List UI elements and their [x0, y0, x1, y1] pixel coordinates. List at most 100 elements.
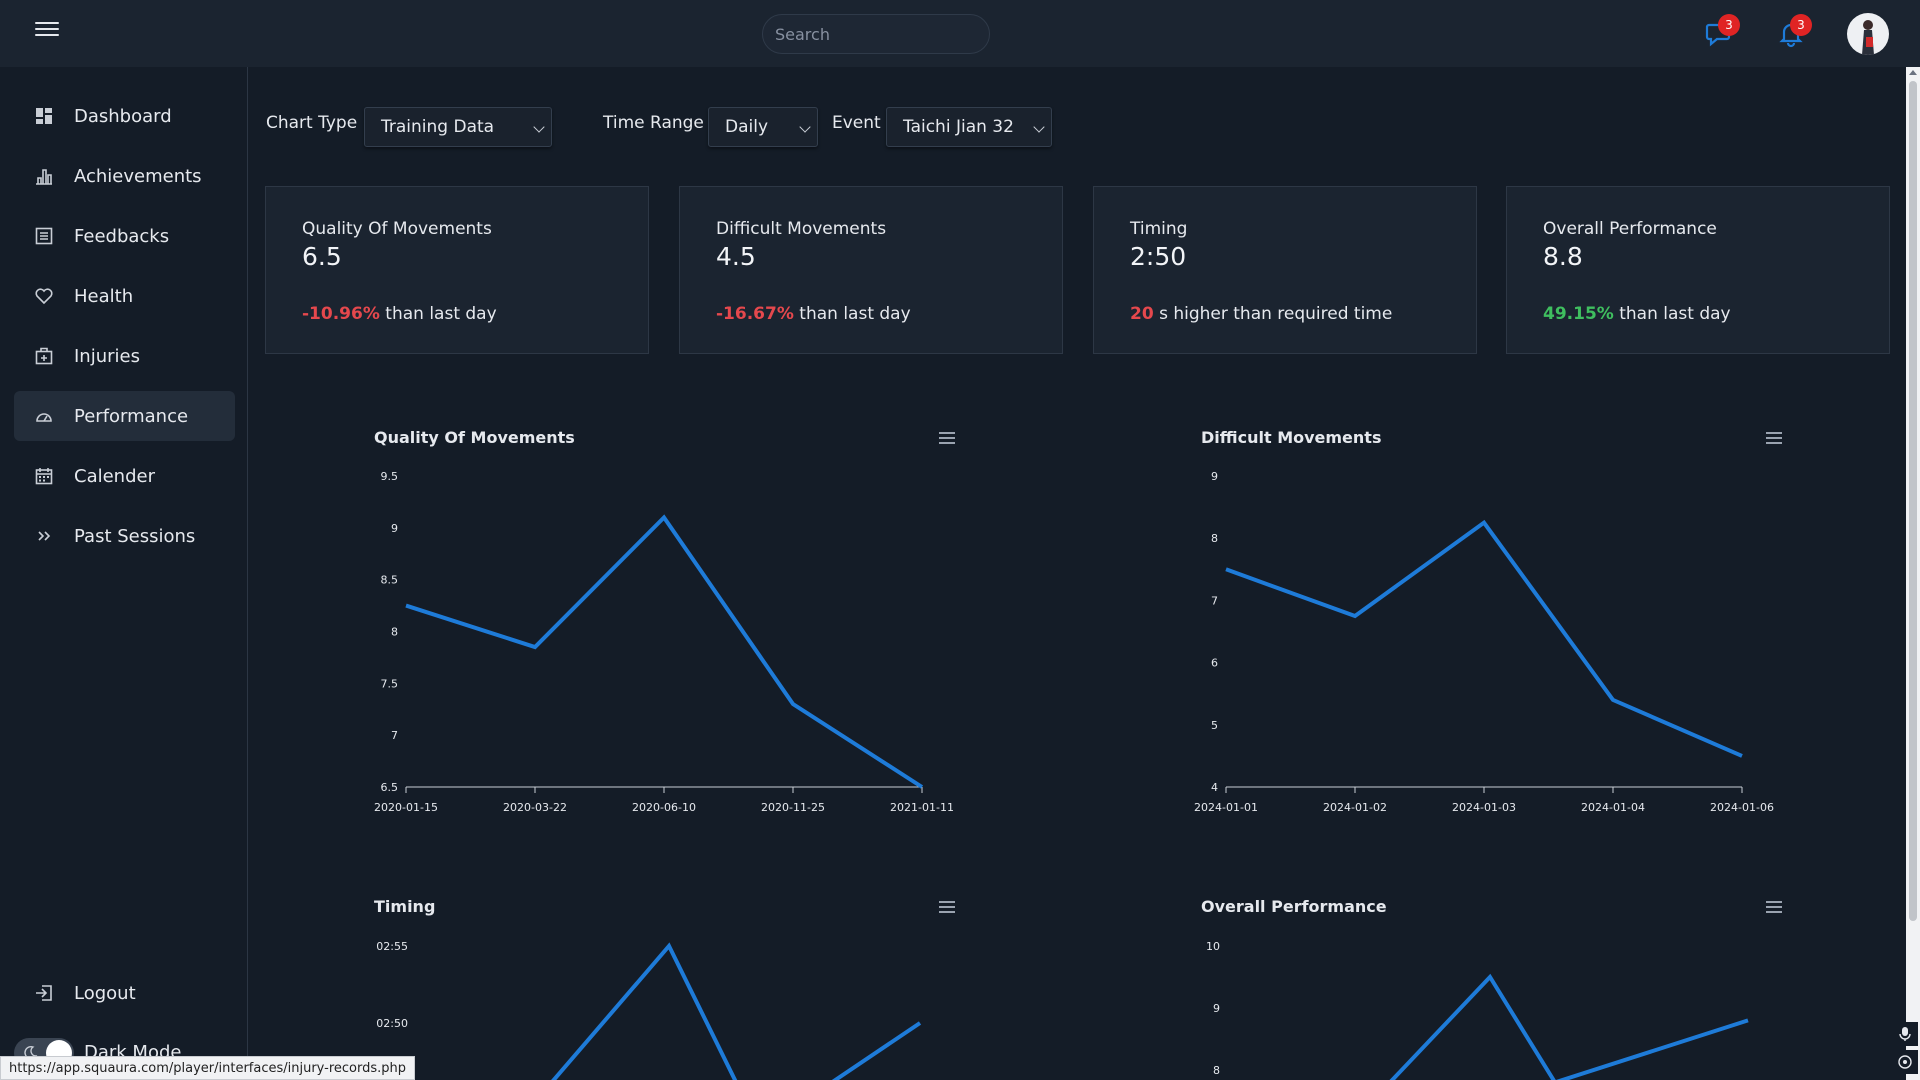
y-tick-label: 6 [1211, 657, 1218, 670]
stat-card-timing: Timing 2:50 20 s higher than required ti… [1093, 186, 1477, 354]
event-label: Event [832, 113, 881, 133]
page-scrollbar[interactable] [1906, 67, 1920, 1080]
chevron-down-icon [533, 121, 545, 133]
y-tick-label: 7.5 [381, 677, 399, 690]
x-tick-label: 2024-01-01 [1194, 801, 1258, 814]
chart-overall-performance: 10 9 8 [1206, 940, 1749, 1080]
assist-button[interactable] [1892, 1050, 1918, 1074]
card-title: Difficult Movements [716, 219, 887, 239]
chevron-down-icon [1033, 121, 1045, 133]
x-tick-label: 2020-11-25 [761, 801, 825, 814]
medkit-icon [34, 346, 54, 366]
sidebar: Dashboard Achievements Feedbacks Health … [0, 67, 248, 1080]
avatar[interactable] [1847, 13, 1889, 55]
sidebar-item-label: Injuries [74, 345, 140, 367]
card-change: 49.15% [1543, 304, 1614, 324]
sidebar-item-performance[interactable]: Performance [14, 391, 235, 441]
card-title: Timing [1130, 219, 1188, 239]
logout-icon [34, 983, 54, 1003]
sidebar-item-label: Performance [74, 405, 189, 427]
card-title: Overall Performance [1543, 219, 1717, 239]
sidebar-item-injuries[interactable]: Injuries [14, 331, 235, 381]
chevron-down-icon [799, 121, 811, 133]
stat-card-overall: Overall Performance 8.8 49.15% than last… [1506, 186, 1890, 354]
card-value: 4.5 [716, 242, 756, 271]
stat-card-difficult: Difficult Movements 4.5 -16.67% than las… [679, 186, 1063, 354]
series-line [1389, 973, 1749, 1080]
y-tick-label: 9.5 [381, 470, 399, 483]
top-bar: 3 3 [0, 0, 1920, 67]
card-note: 49.15% than last day [1543, 304, 1731, 324]
card-note-text: than last day [799, 304, 911, 324]
chevrons-right-icon [34, 526, 54, 546]
x-tick-label: 2024-01-04 [1581, 801, 1645, 814]
time-range-select[interactable]: Daily [708, 107, 818, 147]
card-change: -10.96% [302, 304, 380, 324]
card-title: Quality Of Movements [302, 219, 492, 239]
notifications-button[interactable]: 3 [1776, 14, 1812, 48]
sidebar-item-dashboard[interactable]: Dashboard [14, 91, 235, 141]
y-tick-label: 9 [391, 522, 398, 535]
microphone-icon [1899, 1027, 1911, 1041]
sidebar-item-label: Feedbacks [74, 225, 170, 247]
search-input[interactable] [762, 14, 990, 54]
target-icon [1898, 1055, 1912, 1069]
x-tick-label: 2020-06-10 [632, 801, 696, 814]
chart-type-select[interactable]: Training Data [364, 107, 552, 147]
sidebar-item-past-sessions[interactable]: Past Sessions [14, 511, 235, 561]
notifications-badge: 3 [1790, 14, 1812, 36]
calendar-icon [34, 466, 54, 486]
messages-button[interactable]: 3 [1704, 14, 1740, 48]
scroll-thumb[interactable] [1909, 81, 1917, 921]
chart-menu-icon[interactable] [1766, 432, 1782, 444]
sidebar-item-health[interactable]: Health [14, 271, 235, 321]
y-tick-label: 9 [1211, 470, 1218, 483]
chart-menu-icon[interactable] [939, 432, 955, 444]
menu-icon[interactable] [35, 18, 59, 40]
chart-type-label: Chart Type [266, 113, 358, 133]
x-tick-label: 2024-01-02 [1323, 801, 1387, 814]
logout-label: Logout [74, 982, 136, 1004]
x-tick-label: 2020-03-22 [503, 801, 567, 814]
user-avatar-icon [1862, 20, 1874, 55]
y-tick-label: 6.5 [381, 781, 399, 794]
card-value: 8.8 [1543, 242, 1583, 271]
y-tick-label: 02:55 [376, 940, 408, 953]
card-note: -16.67% than last day [716, 304, 911, 324]
logout-button[interactable]: Logout [14, 968, 235, 1018]
chart-title-overall: Overall Performance [1201, 897, 1387, 916]
y-tick-label: 02:50 [376, 1017, 408, 1030]
messages-badge: 3 [1718, 14, 1740, 36]
chart-menu-icon[interactable] [939, 901, 955, 913]
time-range-value: Daily [725, 117, 769, 137]
y-tick-label: 5 [1211, 719, 1218, 732]
event-select[interactable]: Taichi Jian 32 [886, 107, 1052, 147]
card-note-text: s higher than required time [1159, 304, 1393, 324]
sidebar-item-label: Calender [74, 465, 155, 487]
scroll-up-arrow-icon[interactable] [1909, 70, 1917, 75]
gauge-icon [34, 406, 54, 426]
y-tick-label: 10 [1206, 940, 1220, 953]
card-value: 2:50 [1130, 242, 1187, 271]
x-tick-label: 2024-01-03 [1452, 801, 1516, 814]
time-range-label: Time Range [603, 113, 704, 133]
sidebar-item-achievements[interactable]: Achievements [14, 151, 235, 201]
sidebar-item-label: Health [74, 285, 134, 307]
sidebar-item-label: Dashboard [74, 105, 172, 127]
chart-type-value: Training Data [381, 117, 495, 137]
card-note: -10.96% than last day [302, 304, 497, 324]
card-change: -16.67% [716, 304, 794, 324]
chart-menu-icon[interactable] [1766, 901, 1782, 913]
event-value: Taichi Jian 32 [903, 117, 1014, 137]
y-tick-label: 8 [1213, 1064, 1220, 1077]
sidebar-item-feedbacks[interactable]: Feedbacks [14, 211, 235, 261]
x-tick-label: 2020-01-15 [374, 801, 438, 814]
y-tick-label: 9 [1213, 1002, 1220, 1015]
card-note-text: than last day [1619, 304, 1731, 324]
sidebar-item-label: Past Sessions [74, 525, 196, 547]
microphone-button[interactable] [1892, 1022, 1918, 1046]
x-tick-label: 2024-01-06 [1710, 801, 1774, 814]
y-tick-label: 7 [391, 729, 398, 742]
chart-title-quality: Quality Of Movements [374, 428, 575, 447]
sidebar-item-calender[interactable]: Calender [14, 451, 235, 501]
